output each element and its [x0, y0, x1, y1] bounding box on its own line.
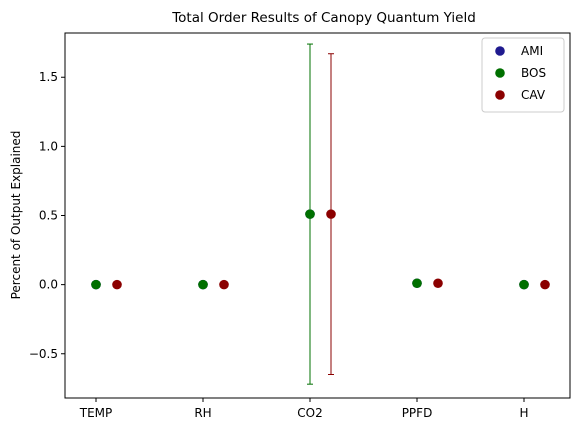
chart-title: Total Order Results of Canopy Quantum Yi…: [171, 10, 476, 26]
y-tick-label: 1.0: [39, 139, 58, 153]
data-point-cav: [112, 279, 122, 290]
legend-marker: [495, 90, 505, 100]
data-point-bos: [305, 209, 315, 219]
x-tick-label: PPFD: [402, 406, 433, 420]
legend: AMI BOS CAV: [481, 37, 565, 113]
y-tick-label: 0.0: [39, 278, 58, 292]
x-tick-label: CO2: [297, 406, 322, 420]
data-point-cav: [219, 279, 229, 290]
data-point-bos: [519, 279, 529, 290]
legend-label: CAV: [521, 88, 546, 102]
plot-frame: [64, 32, 571, 399]
x-tick-label: RH: [194, 406, 211, 420]
plot-area: −0.5 0.0 0.5 1.0 1.5 TEMP RH CO2 PPFD H: [29, 43, 550, 420]
data-point-bos: [198, 279, 208, 290]
data-point-cav: [326, 209, 336, 219]
data-point-bos: [412, 278, 422, 289]
y-tick-label: 0.5: [39, 209, 58, 223]
legend-label: AMI: [521, 44, 543, 58]
y-axis-label: Percent of Output Explained: [9, 131, 23, 300]
data-point-cav: [540, 279, 550, 290]
y-tick-label: 1.5: [39, 70, 58, 84]
x-tick-label: TEMP: [79, 406, 113, 420]
legend-label: BOS: [521, 66, 546, 80]
legend-marker: [495, 68, 505, 78]
legend-marker: [495, 46, 505, 56]
data-point-cav: [433, 278, 443, 289]
x-tick-label: H: [519, 406, 528, 420]
y-tick-label: −0.5: [29, 347, 58, 361]
data-point-bos: [91, 279, 101, 290]
